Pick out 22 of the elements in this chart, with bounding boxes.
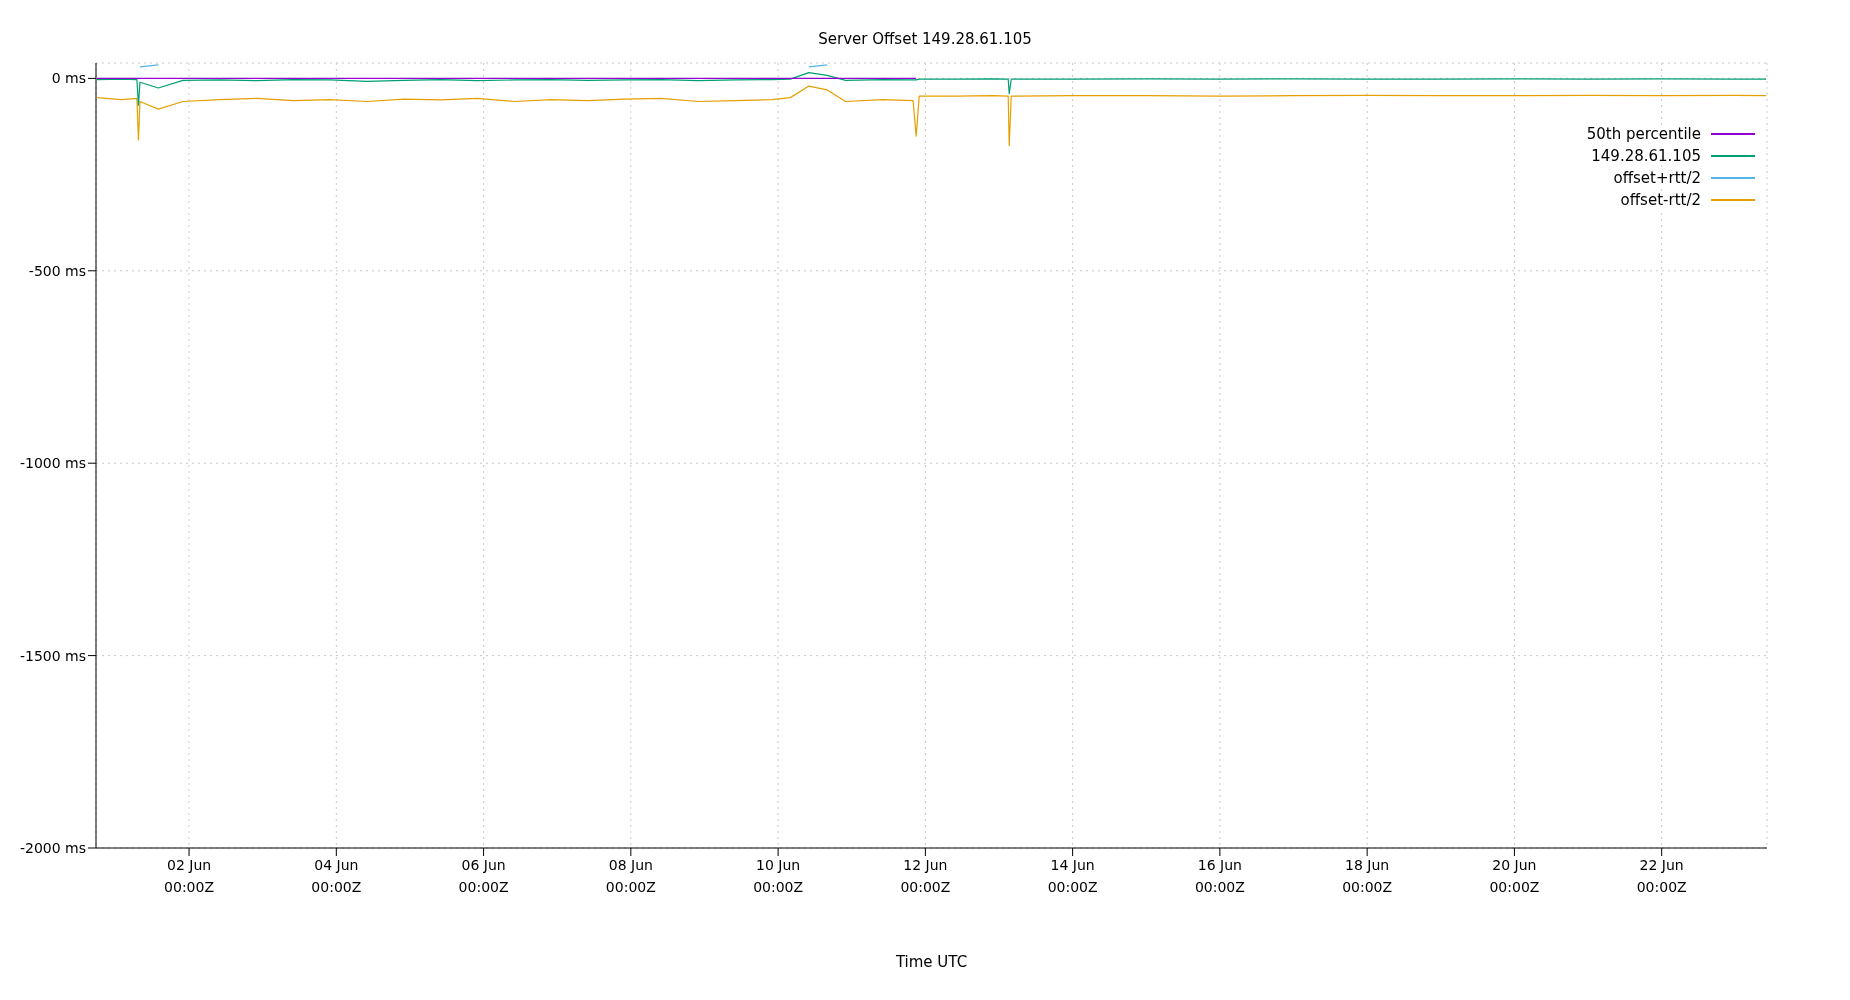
x-tick-label: 12 Jun 00:00Z	[900, 857, 951, 895]
x-tick-label: 06 Jun 00:00Z	[458, 857, 509, 895]
x-tick-label: 10 Jun 00:00Z	[753, 857, 804, 895]
x-tick-label: 14 Jun 00:00Z	[1047, 857, 1098, 895]
y-tick-label: -500 ms	[28, 262, 86, 279]
y-tick-label: -1500 ms	[19, 647, 86, 664]
legend-label: 50th percentile	[1584, 125, 1703, 143]
y-tick-label: -1000 ms	[19, 455, 86, 472]
x-tick-label: 22 Jun 00:00Z	[1636, 857, 1687, 895]
x-tick-label: 18 Jun 00:00Z	[1342, 857, 1393, 895]
legend-label: offset-rtt/2	[1618, 191, 1703, 209]
x-tick-label: 20 Jun 00:00Z	[1489, 857, 1540, 895]
x-tick-label: 08 Jun 00:00Z	[605, 857, 656, 895]
y-tick-label: 0 ms	[51, 70, 86, 87]
y-tick-label: -2000 ms	[19, 839, 86, 856]
legend-label: offset+rtt/2	[1611, 169, 1703, 187]
x-tick-label: 16 Jun 00:00Z	[1194, 857, 1245, 895]
legend-label: 149.28.61.105	[1589, 147, 1703, 165]
x-tick-label: 02 Jun 00:00Z	[164, 857, 215, 895]
chart-title: Server Offset 149.28.61.105	[817, 30, 1033, 48]
x-axis-title: Time UTC	[894, 953, 969, 971]
x-tick-label: 04 Jun 00:00Z	[311, 857, 362, 895]
